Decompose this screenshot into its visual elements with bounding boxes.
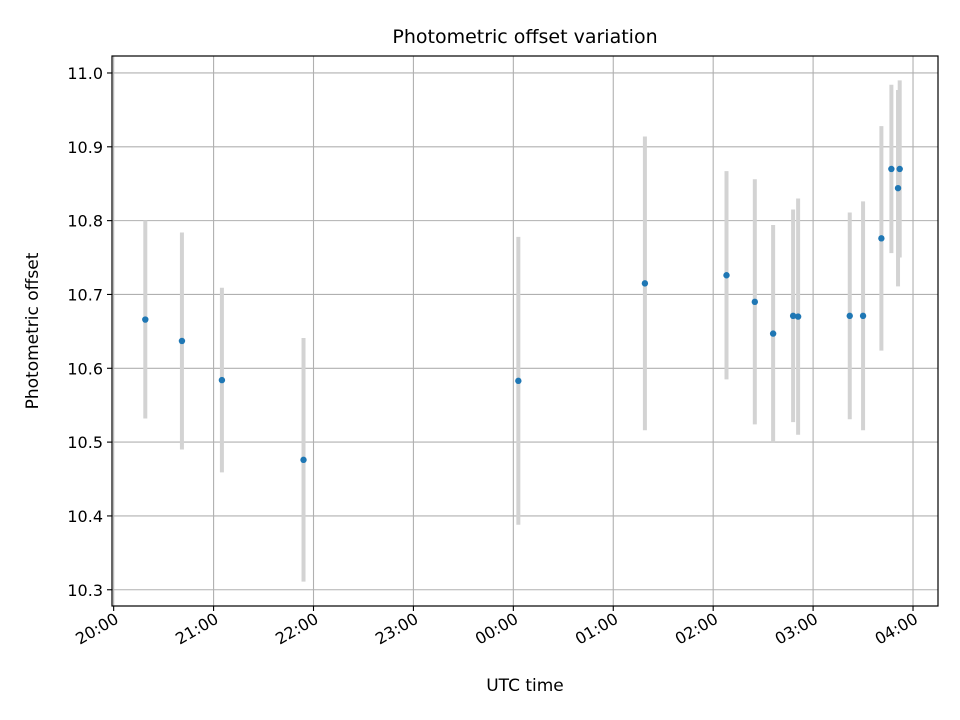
data-point <box>142 316 149 323</box>
data-points <box>142 165 903 464</box>
y-tick-label: 10.4 <box>67 507 103 526</box>
data-point <box>218 376 226 384</box>
data-point <box>769 330 777 337</box>
y-axis-label: Photometric offset <box>23 252 43 409</box>
data-point <box>723 272 730 279</box>
grid-lines <box>112 56 938 606</box>
data-point <box>178 337 186 345</box>
y-axis-ticks: 10.3 10.4 10.5 10.6 10.7 10.8 10.9 11.0 <box>67 64 112 600</box>
data-point <box>794 313 802 320</box>
y-tick-label: 10.9 <box>67 138 103 157</box>
data-point <box>515 377 522 385</box>
chart-title: Photometric offset variation <box>392 26 657 48</box>
y-tick-label: 10.6 <box>67 359 103 378</box>
y-tick-label: 10.3 <box>67 581 103 600</box>
plot-frame <box>111 55 939 607</box>
data-point <box>894 184 902 192</box>
x-axis-label: UTC time <box>486 676 564 696</box>
y-tick-label: 10.7 <box>67 285 103 304</box>
data-point <box>859 312 867 320</box>
data-point <box>888 165 895 173</box>
y-tick-label: 10.8 <box>67 212 103 231</box>
data-point <box>641 280 649 287</box>
data-point <box>789 312 797 320</box>
data-point <box>300 456 307 464</box>
data-point <box>846 312 853 320</box>
y-tick-label: 11.0 <box>67 64 103 83</box>
data-point <box>878 235 885 242</box>
data-point <box>896 165 903 173</box>
y-tick-label: 10.5 <box>67 433 103 452</box>
data-point <box>751 298 759 306</box>
